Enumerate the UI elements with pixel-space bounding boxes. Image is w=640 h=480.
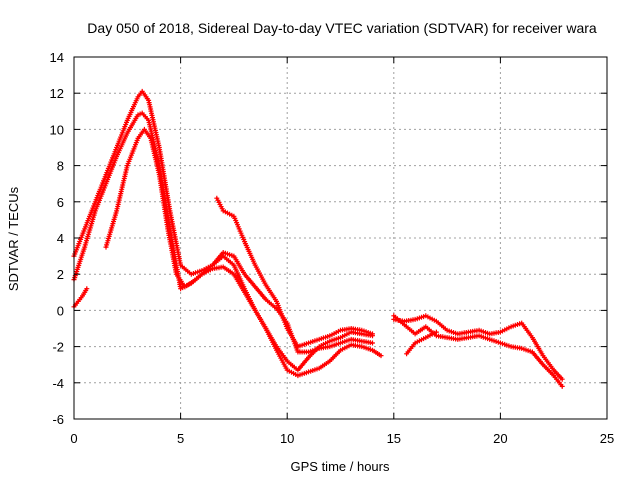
- series-markers: [71, 88, 375, 373]
- x-axis-label: GPS time / hours: [291, 459, 390, 474]
- series-line: [72, 90, 374, 372]
- series-markers: [391, 313, 565, 389]
- x-tick-label: 20: [493, 431, 507, 446]
- x-tick-label: 15: [387, 431, 401, 446]
- y-tick-label: 12: [50, 86, 64, 101]
- series-line: [392, 314, 564, 381]
- series-track-7: [391, 313, 565, 389]
- y-tick-label: 8: [57, 159, 64, 174]
- series-track-1: [71, 88, 375, 373]
- series-line: [215, 197, 374, 348]
- series-markers: [391, 313, 565, 382]
- x-tick-label: 25: [600, 431, 614, 446]
- series-track-8: [404, 329, 439, 357]
- series-markers: [404, 329, 439, 357]
- y-tick-label: 10: [50, 122, 64, 137]
- y-tick-label: 4: [57, 231, 64, 246]
- y-tick-label: 6: [57, 195, 64, 210]
- grid: [74, 57, 607, 419]
- y-tick-label: -6: [52, 412, 64, 427]
- chart-title: Day 050 of 2018, Sidereal Day-to-day VTE…: [87, 20, 597, 36]
- y-tick-label: 0: [57, 303, 64, 318]
- series-track-5: [71, 286, 90, 310]
- x-tick-label: 10: [280, 431, 294, 446]
- series-markers: [214, 195, 375, 350]
- x-tick-label: 0: [70, 431, 77, 446]
- y-tick-label: -2: [52, 340, 64, 355]
- x-tick-label: 5: [177, 431, 184, 446]
- series-line: [392, 314, 564, 388]
- series-layer: [71, 88, 565, 389]
- y-axis-label: SDTVAR / TECUs: [6, 186, 21, 291]
- y-tick-label: 2: [57, 267, 64, 282]
- tick-layer: 0 5 10 15 20 25 -6 -4 -2 0 2 4 6 8 10 12 14: [50, 50, 615, 446]
- series-track-4: [214, 195, 375, 350]
- series-track-3: [103, 126, 384, 379]
- y-tick-label: 14: [50, 50, 64, 65]
- series-track-6: [391, 313, 565, 382]
- series-markers: [103, 126, 384, 379]
- y-tick-label: -4: [52, 376, 64, 391]
